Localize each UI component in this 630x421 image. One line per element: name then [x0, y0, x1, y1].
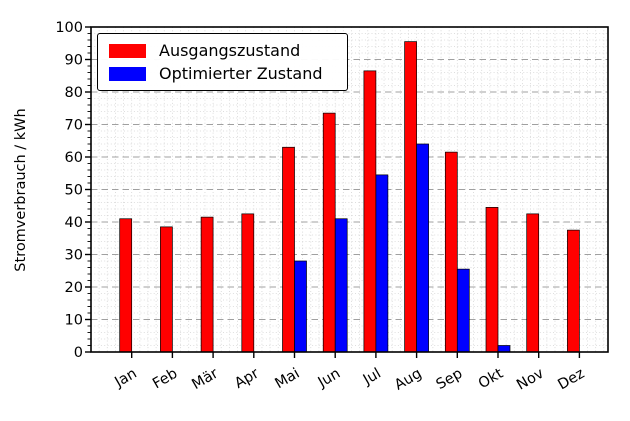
y-tick-label: 20: [65, 280, 83, 296]
y-tick-label: 100: [55, 20, 83, 36]
x-tick-label: Jan: [111, 366, 139, 392]
bar-optimierter-zustand-jun: [334, 218, 348, 353]
x-tick-label: Jun: [315, 366, 343, 392]
x-tick-label: Sep: [434, 366, 466, 394]
x-tick-label: Jul: [360, 366, 384, 389]
legend-swatch-red: [109, 43, 146, 58]
legend-swatch-blue: [109, 66, 146, 81]
y-tick-label: 50: [65, 183, 83, 199]
bar-ausgangszustand-jan: [119, 218, 133, 353]
x-tick-label: Mai: [272, 366, 302, 393]
y-tick-label: 30: [65, 248, 83, 264]
bar-optimierter-zustand-sep: [456, 268, 470, 353]
axis-ticks: [85, 26, 581, 358]
bar-ausgangszustand-feb: [160, 226, 173, 353]
bars: [119, 41, 580, 353]
y-tick-label: 10: [65, 313, 83, 329]
bar-ausgangszustand-nov: [526, 213, 540, 353]
x-tick-label: Okt: [476, 365, 506, 392]
legend-label-optimierter-zustand: Optimierter Zustand: [159, 64, 323, 84]
bar-ausgangszustand-sep: [444, 151, 458, 353]
bar-ausgangszustand-mär: [200, 216, 214, 353]
legend: Ausgangszustand Optimierter Zustand: [97, 33, 348, 92]
bar-optimierter-zustand-okt: [497, 345, 511, 353]
y-tick-label: 80: [65, 85, 83, 101]
major-gridlines: [91, 58, 608, 321]
x-tick-label: Aug: [392, 366, 425, 394]
y-tick-label: 40: [65, 215, 83, 231]
bar-ausgangszustand-aug: [404, 41, 417, 353]
bar-optimierter-zustand-jul: [375, 174, 389, 353]
bar-ausgangszustand-okt: [485, 207, 499, 353]
x-tick-label: Apr: [232, 366, 262, 392]
x-tick-label: Dez: [555, 366, 587, 394]
legend-label-ausgangszustand: Ausgangszustand: [159, 41, 301, 60]
y-tick-label: 60: [65, 150, 83, 166]
x-tick-label: Feb: [150, 366, 180, 393]
bar-ausgangszustand-mai: [282, 146, 295, 353]
bar-optimierter-zustand-aug: [416, 143, 429, 353]
bar-ausgangszustand-dez: [567, 229, 580, 353]
x-tick-label: Mär: [189, 366, 221, 394]
bar-ausgangszustand-jun: [322, 112, 336, 353]
y-axis-title: Stromverbrauch / kWh: [13, 108, 29, 271]
y-tick-label: 90: [65, 53, 83, 69]
bar-ausgangszustand-jul: [363, 70, 377, 353]
x-tick-label: Nov: [514, 365, 547, 393]
legend-item-optimierter-zustand: Optimierter Zustand: [109, 64, 323, 83]
bar-optimierter-zustand-mai: [294, 260, 307, 353]
y-tick-label: 0: [74, 345, 83, 361]
legend-item-ausgangszustand: Ausgangszustand: [109, 41, 323, 60]
y-tick-label: 70: [65, 118, 83, 134]
bar-ausgangszustand-apr: [241, 213, 255, 353]
